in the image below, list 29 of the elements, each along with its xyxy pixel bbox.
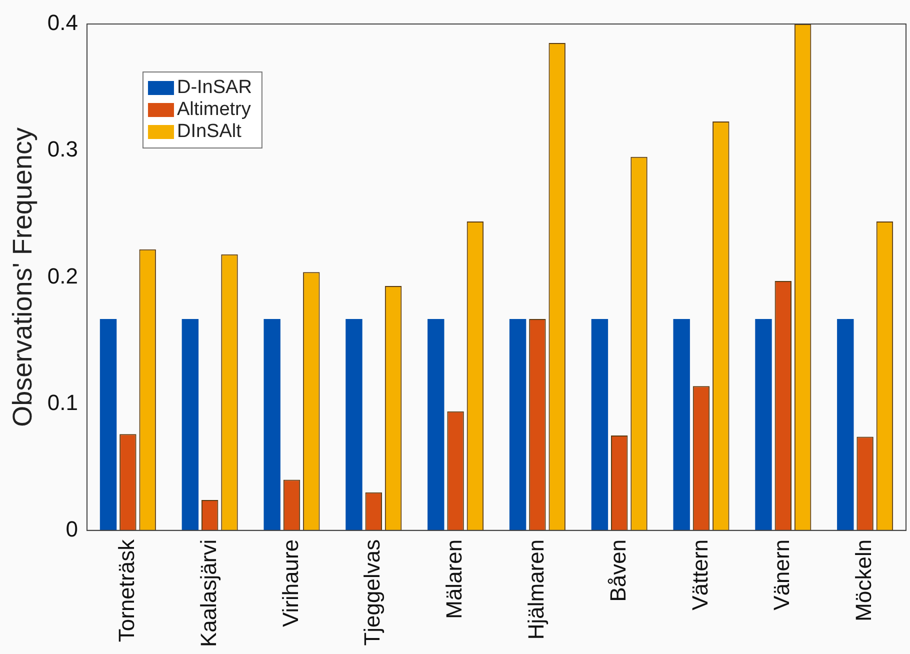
y-tick-label: 0.4 (47, 10, 78, 36)
bar (264, 318, 280, 530)
x-tick-label: Möckeln (851, 539, 876, 622)
y-tick-label: 0.1 (47, 390, 78, 415)
legend-label: D-InSAR (176, 77, 252, 98)
legend-label: Altimetry (176, 99, 252, 120)
y-tick-label: 0.3 (47, 136, 78, 162)
bar (837, 318, 854, 530)
x-tick-label: Tjeggelvas (360, 539, 385, 646)
y-tick-label: 0 (66, 516, 78, 542)
bar (673, 318, 690, 530)
y-axis-title: Observations' Frequency (8, 127, 38, 427)
x-tick-label: Virihaure (278, 539, 303, 628)
x-tick-label: Hjälmaren (524, 539, 549, 640)
x-tick-label: Kaalasjärvi (196, 539, 221, 648)
y-tick-label: 0.2 (47, 263, 78, 288)
bar (346, 318, 362, 530)
bar (591, 318, 608, 530)
x-tick-label: Vänern (769, 539, 794, 610)
bar (182, 318, 199, 530)
bar (428, 318, 444, 530)
x-tick-label: Vättern (687, 539, 712, 610)
bar (509, 318, 526, 530)
legend-label: DInSAlt (176, 121, 242, 142)
bar (100, 318, 117, 530)
x-tick-label: Mälaren (442, 539, 467, 619)
bar (755, 318, 772, 530)
x-tick-label: Torneträsk (114, 538, 139, 642)
x-tick-label: Båven (605, 539, 630, 602)
